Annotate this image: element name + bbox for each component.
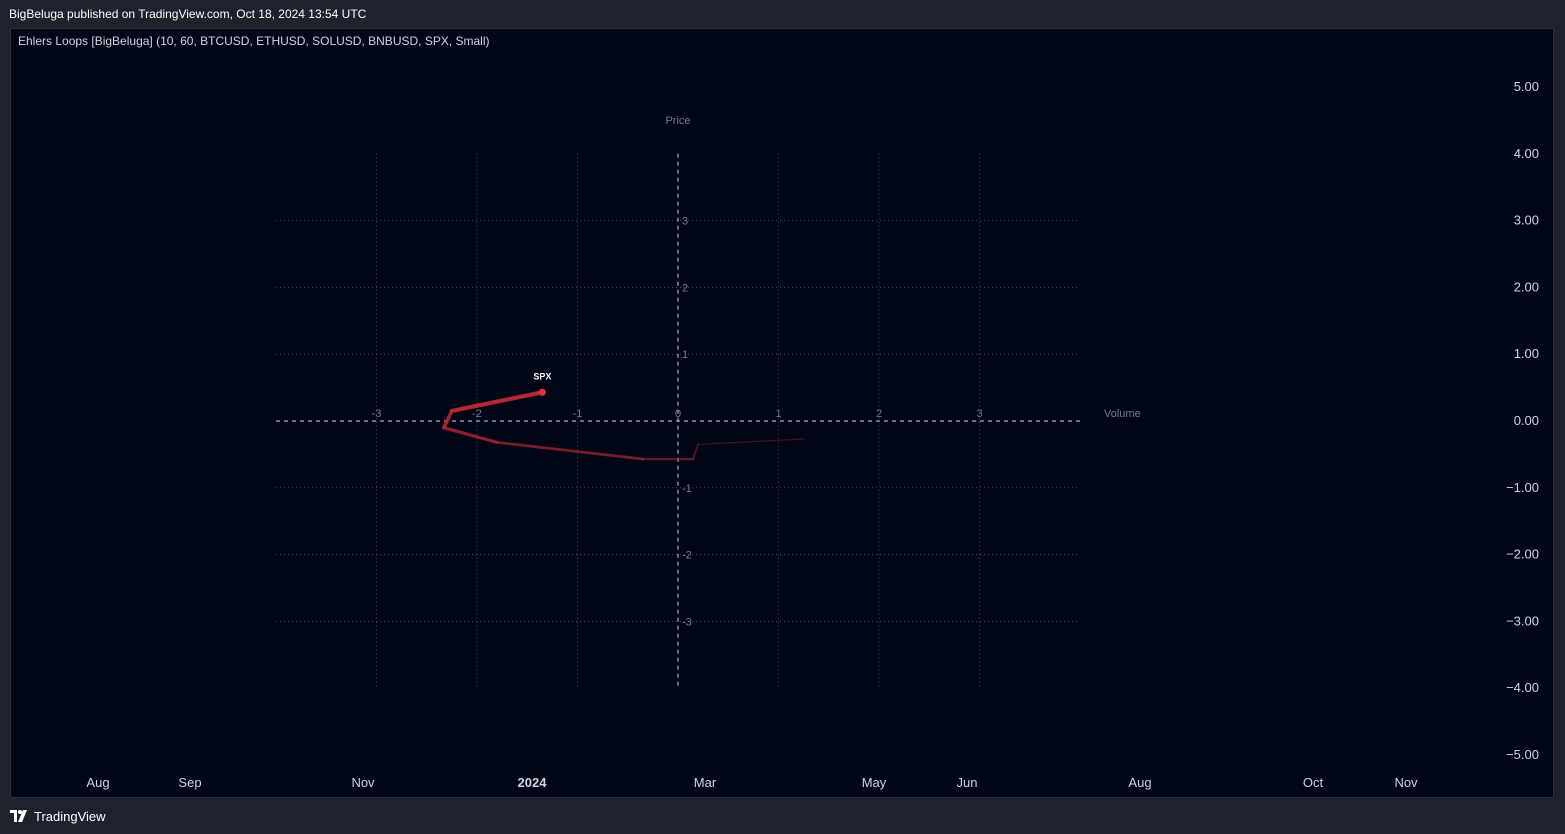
indicator-legend[interactable]: Ehlers Loops [BigBeluga] (10, 60, BTCUSD… [18,34,490,48]
tradingview-logo-icon[interactable] [10,810,30,822]
published-header: BigBeluga published on TradingView.com, … [0,0,1565,28]
published-text: BigBeluga published on TradingView.com, … [9,7,367,21]
tradingview-brand[interactable]: TradingView [34,808,106,824]
chart-pane[interactable] [10,28,1554,798]
footer: TradingView [0,798,1565,834]
